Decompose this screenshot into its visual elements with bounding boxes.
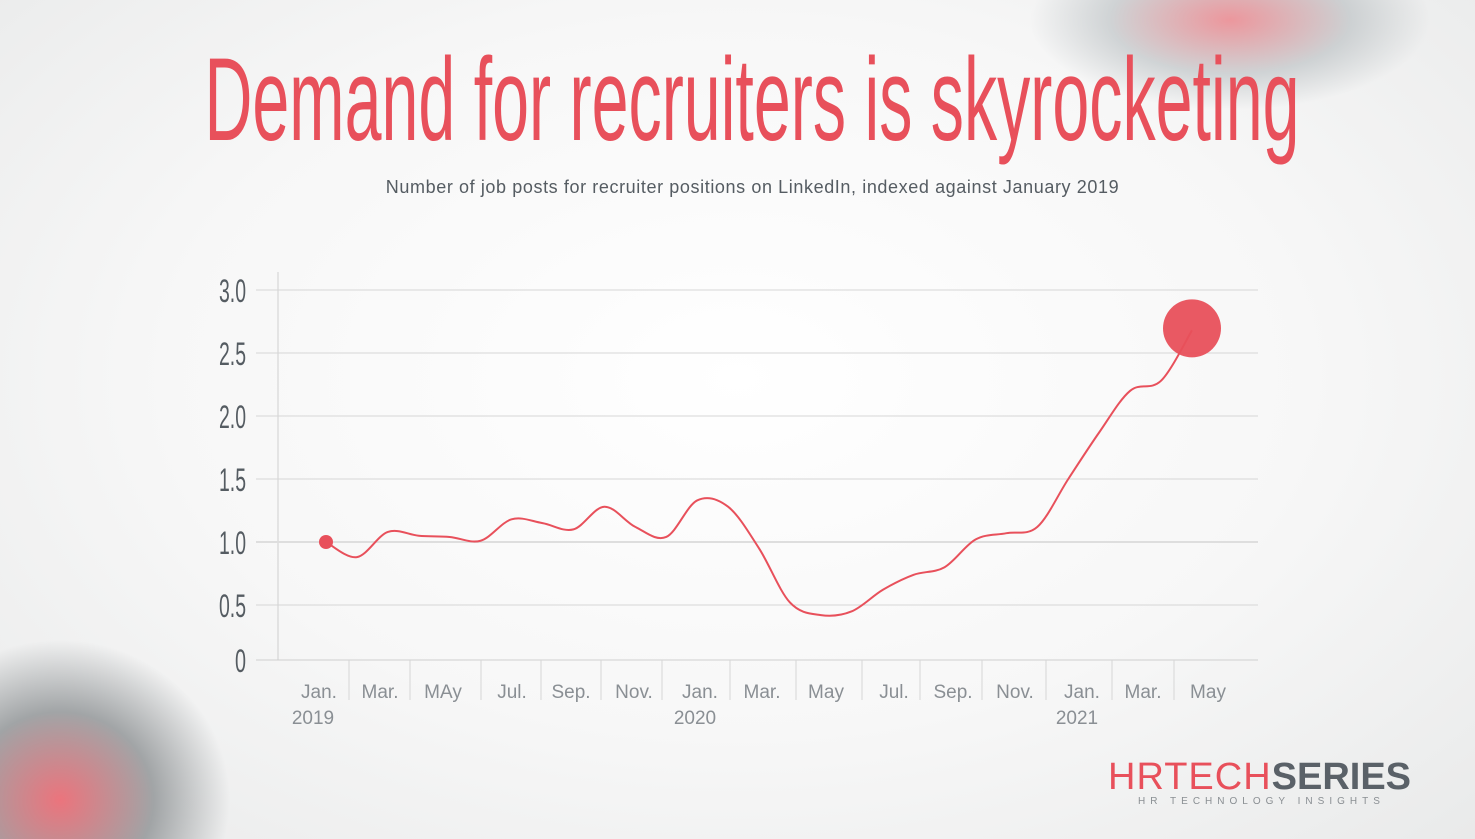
logo-tagline: HR TECHNOLOGY INSIGHTS: [1138, 796, 1385, 807]
title-banner: Demand for recruiters is skyrocketing: [205, 34, 1300, 166]
x-tick-label: MAy: [424, 682, 462, 703]
x-tick-label: Nov.: [615, 682, 653, 703]
hrtechseries-logo: HRTECHSERIES HR TECHNOLOGY INSIGHTS: [1108, 756, 1438, 807]
x-tick-label: Mar.: [744, 682, 781, 703]
x-year-label: 2020: [674, 708, 716, 729]
x-tick-label: Jul.: [879, 682, 909, 703]
x-tick-label: Jan.: [682, 682, 718, 703]
x-tick-label: Jan.: [301, 682, 337, 703]
y-tick-label: 0: [235, 643, 246, 679]
start-point-marker: [319, 535, 333, 549]
x-tick-label: Nov.: [996, 682, 1034, 703]
chart-subtitle: Number of job posts for recruiter positi…: [385, 177, 1120, 197]
x-year-label: 2019: [292, 708, 334, 729]
series-line: [325, 329, 1193, 617]
x-tick-label: Sep.: [933, 682, 972, 703]
y-tick-label: 1.5: [219, 462, 246, 498]
x-tick-label: May: [1190, 682, 1226, 703]
logo-part1: HRTECH: [1108, 756, 1272, 798]
logo-part2: SERIES: [1271, 756, 1412, 798]
x-tick-label: Jan.: [1064, 682, 1100, 703]
x-tick-label: Jul.: [497, 682, 527, 703]
x-tick-label: Mar.: [362, 682, 399, 703]
end-point-marker: [1163, 299, 1221, 358]
x-tick-label: May: [808, 682, 844, 703]
x-tick-label: Mar.: [1125, 682, 1162, 703]
y-tick-label: 2.0: [219, 399, 246, 435]
y-tick-label: 0.5: [219, 588, 246, 624]
chart-title: Demand for recruiters is skyrocketing: [205, 34, 1300, 166]
y-tick-label: 2.5: [219, 336, 246, 372]
y-tick-label: 3.0: [219, 273, 246, 309]
x-tick-label: Sep.: [551, 682, 590, 703]
y-tick-label: 1.0: [219, 525, 246, 561]
x-year-label: 2021: [1056, 708, 1098, 729]
